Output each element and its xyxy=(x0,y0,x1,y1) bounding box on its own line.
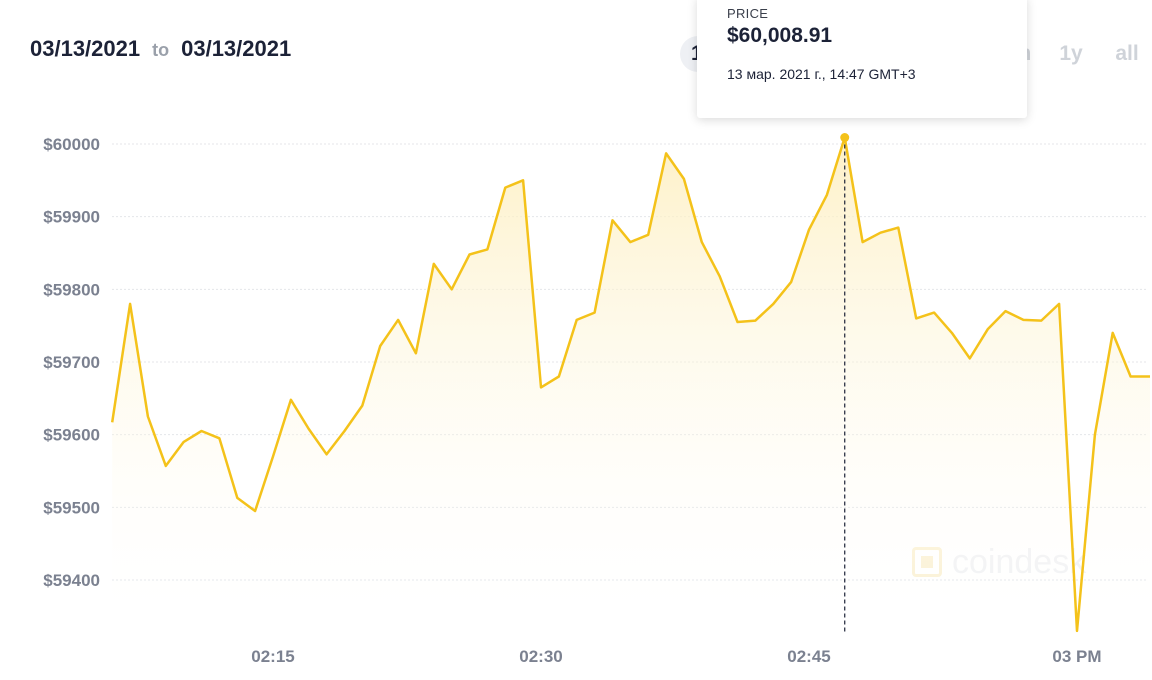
y-tick-label: $60000 xyxy=(43,135,100,154)
tooltip-price: $60,008.91 xyxy=(727,24,833,47)
tooltip-date: 13 мар. 2021 г., 14:47 GMT+3 xyxy=(727,66,916,82)
price-area xyxy=(112,137,1151,634)
date-range: 03/13/2021 to 03/13/2021 xyxy=(30,36,291,62)
x-tick-label: 02:45 xyxy=(787,647,830,666)
x-tick-label: 02:15 xyxy=(251,647,294,666)
x-tick-label: 03 PM xyxy=(1052,647,1101,666)
date-range-separator: to xyxy=(152,40,170,60)
y-tick-label: $59400 xyxy=(43,571,100,590)
price-line[interactable] xyxy=(110,136,1150,633)
y-tick-label: $59500 xyxy=(43,498,100,517)
x-tick-label: 02:30 xyxy=(519,647,562,666)
y-tick-label: $59700 xyxy=(43,353,100,372)
date-from[interactable]: 03/13/2021 xyxy=(30,36,141,61)
date-to[interactable]: 03/13/2021 xyxy=(181,36,292,61)
tooltip-label: PRICE xyxy=(727,6,769,21)
y-tick-label: $59600 xyxy=(43,426,100,445)
y-tick-label: $59900 xyxy=(43,208,100,227)
range-button-1y[interactable]: 1y xyxy=(1059,42,1083,65)
price-tooltip: PRICE $60,008.91 13 мар. 2021 г., 14:47 … xyxy=(697,0,1027,118)
hover-point[interactable] xyxy=(840,133,850,143)
y-tick-label: $59800 xyxy=(43,280,100,299)
range-button-all[interactable]: all xyxy=(1115,42,1139,65)
